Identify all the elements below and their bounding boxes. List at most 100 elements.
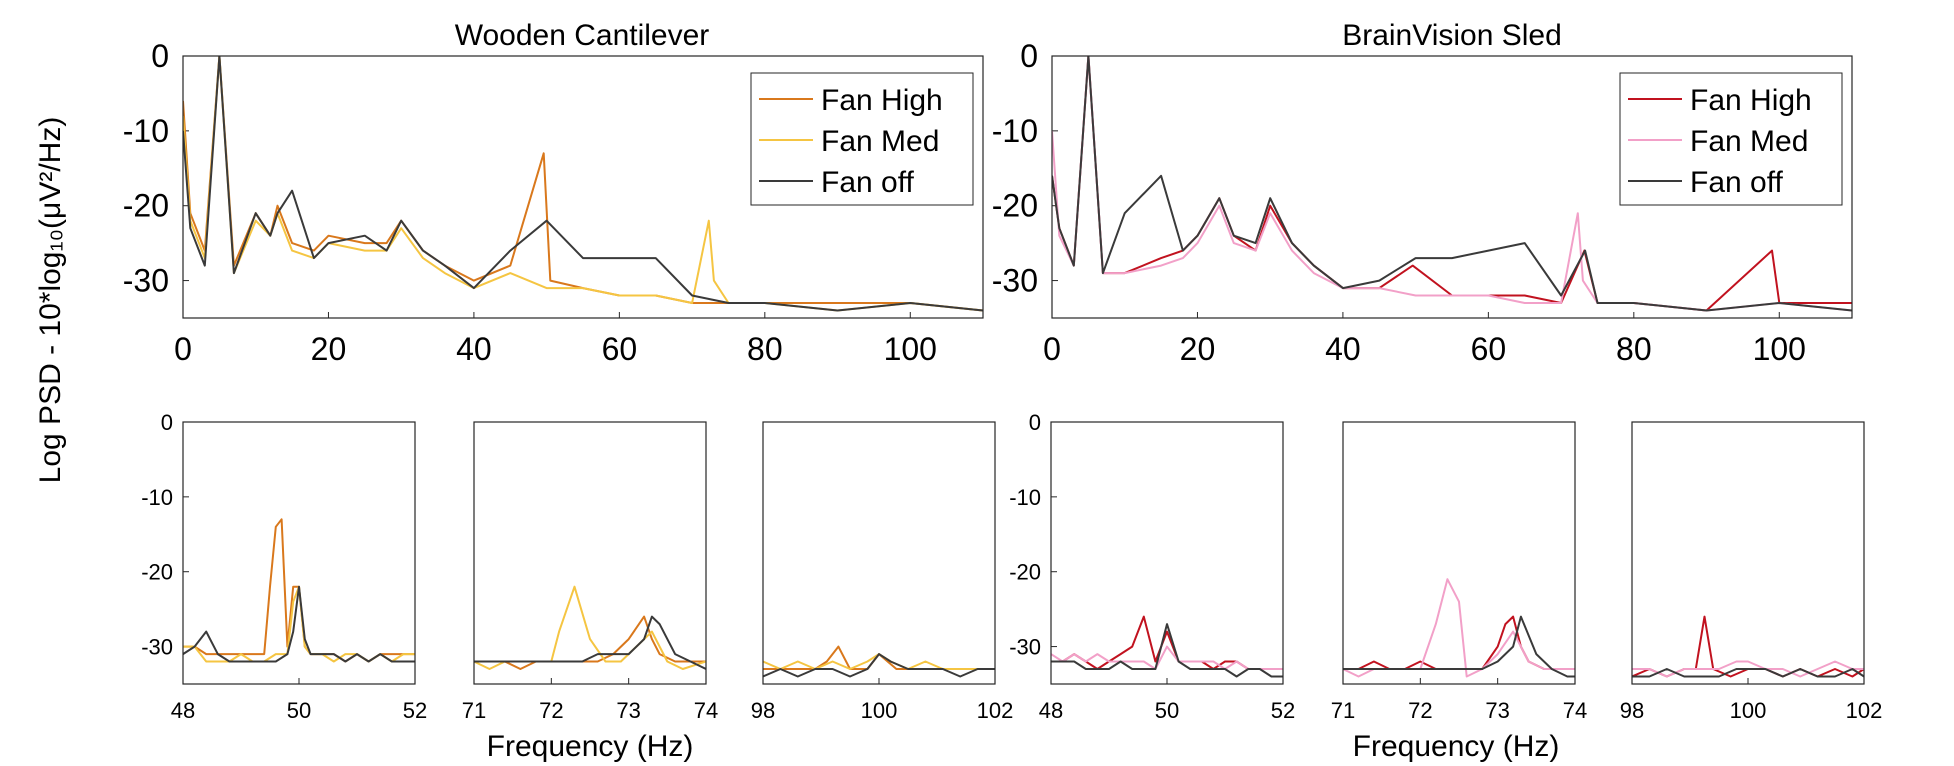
chart-title: Wooden Cantilever [455, 19, 710, 52]
axes-box [1342, 421, 1576, 685]
legend: Fan High Fan Med Fan off [750, 72, 974, 206]
legend-entry: Fan High [1690, 84, 1812, 117]
x-tick-label: 100 [1753, 331, 1806, 367]
x-tick-label: 50 [287, 698, 311, 723]
chart-panel-7: 71 72 73 74 [1331, 421, 1587, 723]
x-tick-label: 80 [747, 331, 783, 367]
x-tick-label: 98 [1620, 698, 1644, 723]
x-tick-label: 48 [171, 698, 195, 723]
y-tick-label: -20 [1009, 560, 1041, 585]
axes-box [473, 421, 707, 685]
x-tick-label: 102 [977, 698, 1014, 723]
series-line-fan-med [1632, 660, 1864, 678]
y-tick-label: -20 [123, 188, 169, 224]
series-line-fan-high [1632, 615, 1864, 678]
series-line-fan-high [1343, 615, 1575, 670]
x-tick-label: 20 [311, 331, 347, 367]
x-tick-label: 100 [1730, 698, 1767, 723]
series-line-fan-med [474, 585, 706, 670]
axes-box [1050, 421, 1284, 685]
series-line-fan-off [1051, 623, 1283, 678]
legend-entry: Fan Med [821, 125, 939, 158]
series-group [474, 585, 706, 670]
legend-entry: Fan off [821, 166, 915, 199]
x-axis-label-left: Frequency (Hz) [487, 730, 694, 763]
series-line-fan-off [1632, 668, 1864, 678]
x-tick-label: 40 [1325, 331, 1361, 367]
series-line-fan-off [183, 56, 983, 312]
y-tick-label: -10 [992, 113, 1038, 149]
y-tick-label: -30 [1009, 635, 1041, 660]
legend-entry: Fan Med [1690, 125, 1808, 158]
axes-box [1631, 421, 1865, 685]
y-tick-label: 0 [161, 410, 173, 435]
chart-panel-4: 71 72 73 74 [462, 421, 718, 723]
series-line-fan-med [1052, 56, 1852, 312]
series-line-fan-med [763, 653, 995, 670]
series-line-fan-med [1343, 578, 1575, 678]
series-line-fan-off [763, 653, 995, 678]
chart-panel-1: Wooden Cantilever 0 20 40 60 80 100 0 -10 -20 -30 F… [123, 19, 984, 367]
x-tick-label: 71 [1331, 698, 1355, 723]
axes-box [762, 421, 996, 685]
x-tick-label: 50 [1155, 698, 1179, 723]
x-tick-label: 72 [1408, 698, 1432, 723]
series-line-fan-med [1051, 645, 1283, 670]
x-tick-label: 100 [884, 331, 937, 367]
chart-panel-2: BrainVision Sled 0 20 40 60 80 100 0 -10 -20 -30 Fa… [992, 19, 1853, 367]
y-tick-label: -30 [123, 263, 169, 299]
x-tick-label: 0 [1043, 331, 1061, 367]
series-group [1051, 615, 1283, 678]
x-tick-label: 73 [616, 698, 640, 723]
x-tick-label: 72 [539, 698, 563, 723]
x-tick-label: 73 [1485, 698, 1509, 723]
series-line-fan-med [183, 56, 983, 312]
chart-panel-6: 48 50 52 0 -10 -20 -30 [1009, 410, 1295, 723]
x-tick-label: 80 [1616, 331, 1652, 367]
axes-box [182, 55, 984, 319]
x-tick-label: 100 [861, 698, 898, 723]
legend: Fan High Fan Med Fan off [1619, 72, 1843, 206]
series-group [183, 56, 983, 312]
y-tick-label: -30 [141, 635, 173, 660]
series-line-fan-off [474, 615, 706, 670]
x-tick-label: 74 [1563, 698, 1587, 723]
x-tick-label: 102 [1846, 698, 1883, 723]
x-tick-label: 20 [1180, 331, 1216, 367]
x-tick-label: 98 [751, 698, 775, 723]
series-group [1343, 578, 1575, 678]
x-tick-label: 52 [1271, 698, 1295, 723]
series-group [763, 645, 995, 678]
y-axis-label: Log PSD - 10*log₁₀(μV²/Hz) [34, 117, 67, 484]
chart-panel-5: 98 100 102 [751, 421, 1014, 723]
series-line-fan-off [1343, 615, 1575, 678]
x-tick-label: 60 [1471, 331, 1507, 367]
series-line-fan-off [183, 585, 415, 663]
x-tick-label: 74 [694, 698, 718, 723]
legend-entry: Fan High [821, 84, 943, 117]
series-line-fan-off [1052, 56, 1852, 312]
series-group [1632, 615, 1864, 678]
x-tick-label: 60 [602, 331, 638, 367]
series-line-fan-high [763, 645, 995, 670]
chart-title: BrainVision Sled [1342, 19, 1562, 52]
y-tick-label: -30 [992, 263, 1038, 299]
axes-box [1051, 55, 1853, 319]
y-tick-label: 0 [151, 38, 169, 74]
x-tick-label: 71 [462, 698, 486, 723]
legend-entry: Fan off [1690, 166, 1784, 199]
series-group [183, 518, 415, 663]
x-tick-label: 52 [403, 698, 427, 723]
y-tick-label: -10 [1009, 485, 1041, 510]
series-line-fan-med [183, 585, 415, 663]
series-group [1052, 56, 1852, 312]
x-axis-label-right: Frequency (Hz) [1353, 730, 1560, 763]
y-tick-label: -20 [141, 560, 173, 585]
y-tick-label: -20 [992, 188, 1038, 224]
plots-layer: Wooden Cantilever 0 20 40 60 80 100 0 -10 -20 -30 F… [123, 19, 1883, 723]
chart-panel-3: 48 50 52 0 -10 -20 -30 [141, 410, 427, 723]
chart-panel-8: 98 100 102 [1620, 421, 1883, 723]
y-tick-label: 0 [1020, 38, 1038, 74]
y-tick-label: 0 [1029, 410, 1041, 435]
